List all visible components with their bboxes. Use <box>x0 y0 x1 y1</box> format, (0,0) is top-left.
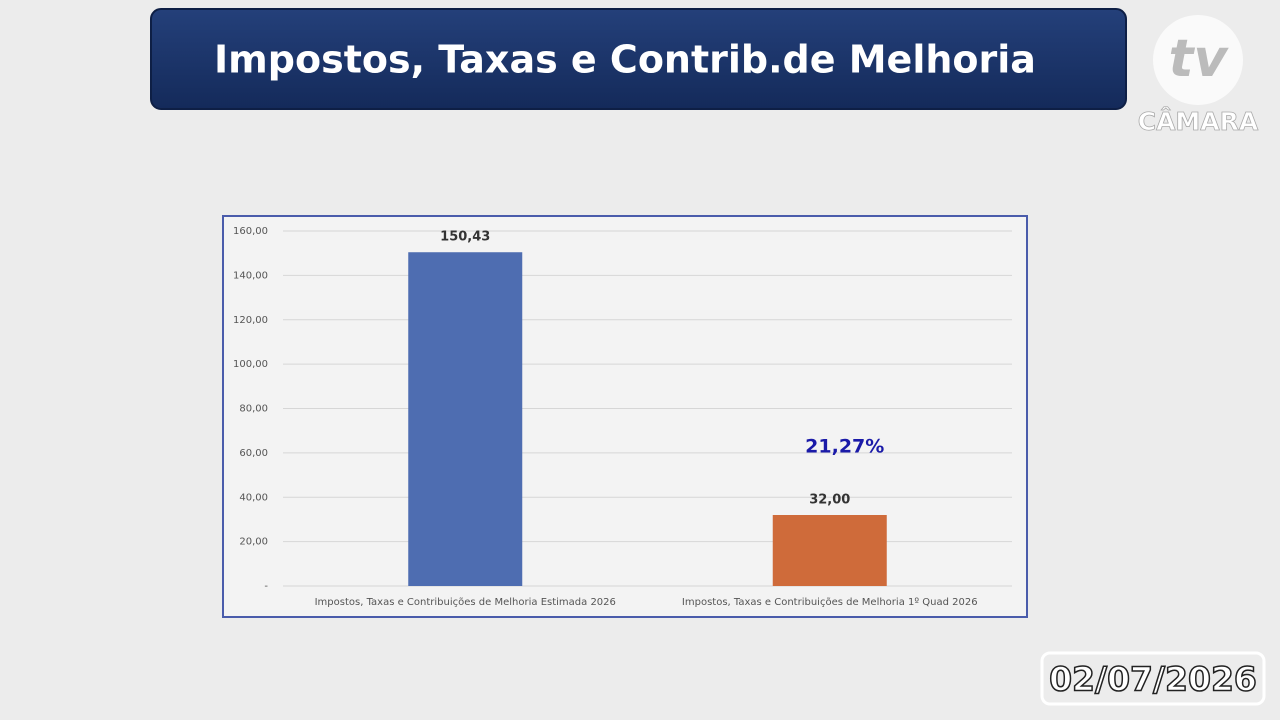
y-tick-label: 20,00 <box>239 537 268 548</box>
y-tick-label: 40,00 <box>239 492 268 503</box>
bar <box>772 515 887 586</box>
logo-name: CÂMARA <box>1138 107 1259 136</box>
bar <box>408 252 523 586</box>
y-tick-label: 60,00 <box>239 448 268 459</box>
y-tick-label: - <box>264 581 268 592</box>
y-tick-label: 140,00 <box>233 270 268 281</box>
header-title: Impostos, Taxas e Contrib.de Melhoria <box>214 38 1036 82</box>
x-tick-label: Impostos, Taxas e Contribuições de Melho… <box>315 597 616 608</box>
chart: - 20,00 40,00 60,00 80,00 100,00 120,00 140,00 1… <box>233 226 1012 608</box>
header-banner <box>150 8 1127 110</box>
y-tick-label: 120,00 <box>233 315 268 326</box>
value-label: 150,43 <box>440 230 490 245</box>
chart-frame <box>222 215 1028 618</box>
y-tick-label: 100,00 <box>233 359 268 370</box>
date-box <box>1040 651 1266 706</box>
logo-mark: tv <box>1169 29 1230 89</box>
date-stamp: 02/07/2026 <box>1049 660 1257 699</box>
annotation: 21,27% <box>805 436 884 458</box>
value-label: 32,00 <box>809 493 850 508</box>
x-tick-label: Impostos, Taxas e Contribuições de Melho… <box>682 597 978 608</box>
logo-circle <box>1153 15 1243 105</box>
y-tick-label: 160,00 <box>233 226 268 237</box>
y-tick-label: 80,00 <box>239 404 268 415</box>
